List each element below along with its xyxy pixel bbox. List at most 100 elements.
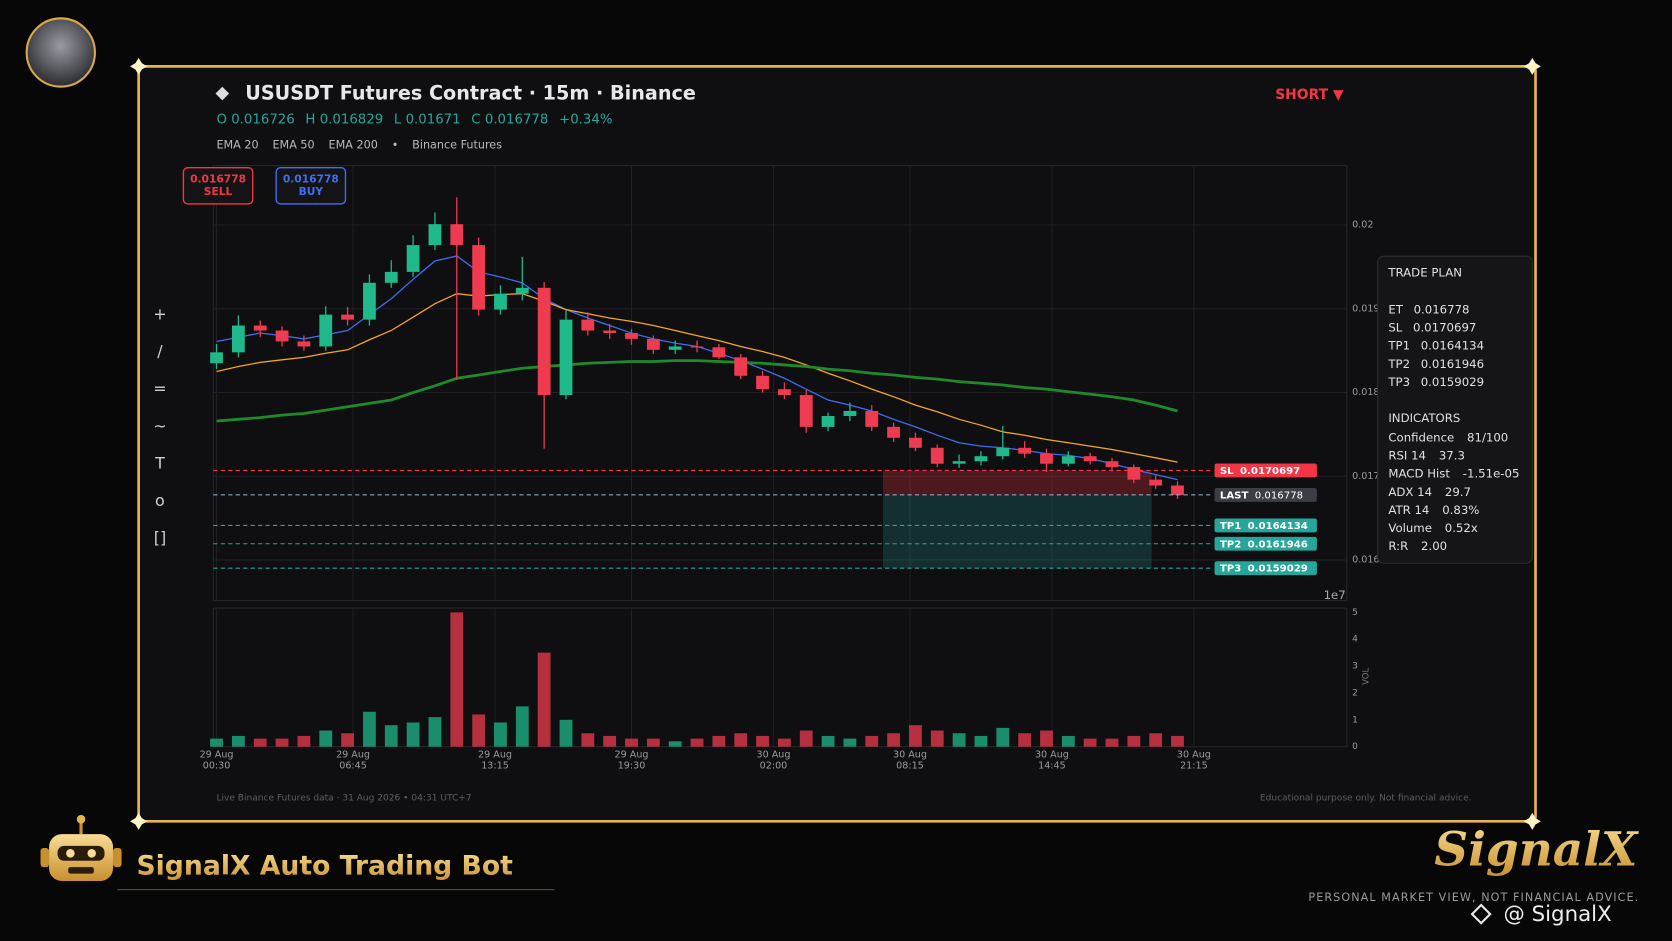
plan-label: TP2 <box>1387 356 1410 370</box>
legend: EMA 20 EMA 50 EMA 200 • Binance Futures <box>216 138 502 151</box>
indicator-row: Volume 0.52x <box>1388 521 1477 535</box>
plan-label: TP1 <box>1387 338 1410 352</box>
bot-name: SignalX Auto Trading Bot <box>136 851 513 882</box>
volume-bar <box>363 711 376 747</box>
candle-body <box>406 245 420 272</box>
tool-button[interactable]: = <box>153 379 166 398</box>
x-tick-date: 29 Aug <box>200 750 234 761</box>
candle-body <box>952 461 966 464</box>
candle-body <box>515 287 529 294</box>
volume-bar <box>756 735 769 747</box>
candle-body <box>865 410 879 427</box>
x-tick-time: 19:30 <box>618 760 646 771</box>
y-tick-label: 0.018 <box>1352 387 1379 398</box>
tool-button[interactable]: [] <box>154 528 166 547</box>
volume-bar <box>581 733 595 747</box>
order-button-label[interactable]: BUY <box>299 185 324 198</box>
volume-bar <box>253 738 267 747</box>
candle-body <box>996 447 1010 457</box>
candle-body <box>472 245 486 310</box>
candle-body <box>450 224 464 246</box>
tool-button[interactable]: + <box>153 304 166 323</box>
volume-tick-label: 3 <box>1352 662 1358 672</box>
candle-body <box>1105 461 1119 468</box>
volume-bar <box>319 730 333 747</box>
footer-left: Live Binance Futures data · 31 Aug 2026 … <box>216 793 471 803</box>
candle-body <box>887 426 900 438</box>
volume-bar <box>734 733 748 747</box>
indicator-label: R:R <box>1388 539 1408 553</box>
volume-bar <box>887 733 900 747</box>
candle-body <box>1018 447 1032 454</box>
ohlc-label: O <box>216 113 226 128</box>
volume-bar <box>231 735 245 747</box>
candle-body <box>1083 456 1097 462</box>
x-tick-date: 30 Aug <box>756 750 790 761</box>
candle-body <box>253 325 267 331</box>
order-button-box[interactable] <box>182 166 254 205</box>
volume-bar <box>275 738 289 747</box>
indicator-value: 0.83% <box>1442 502 1479 516</box>
y-tick-label: 0.019 <box>1352 303 1379 314</box>
price-pane <box>212 164 1348 602</box>
volume-bar <box>712 735 726 747</box>
volume-bar <box>603 735 617 747</box>
level-name: SL <box>1220 466 1234 477</box>
indicator-label: Confidence <box>1388 430 1454 444</box>
candle-body <box>1040 453 1053 464</box>
x-tick-time: 21:15 <box>1180 760 1208 771</box>
ema-line <box>216 293 1178 463</box>
candle-body <box>231 325 245 353</box>
volume-bar <box>341 733 354 747</box>
plan-label: ET <box>1388 302 1403 316</box>
trade-plan-title: TRADE PLAN <box>1387 266 1462 280</box>
indicator-value: 2.00 <box>1421 539 1447 553</box>
tool-button[interactable]: / <box>157 342 163 361</box>
x-tick-time: 14:45 <box>1038 760 1066 771</box>
volume-bar <box>1149 733 1163 747</box>
level-label: LAST 0.016778 <box>1220 490 1303 501</box>
order-button-price[interactable]: 0.016778 <box>283 172 339 185</box>
order-button-label[interactable]: SELL <box>204 185 233 198</box>
plan-row: ET 0.016778 <box>1388 302 1469 316</box>
frame <box>137 65 1537 823</box>
volume-bar <box>1018 733 1032 747</box>
ohlc-value: 0.016778 <box>485 113 549 128</box>
y-tick-label: 0.016 <box>1352 555 1379 566</box>
order-button-price[interactable]: 0.016778 <box>190 172 246 185</box>
volume-bar <box>1083 738 1097 747</box>
bot-icon <box>40 814 122 882</box>
trade-plan-panel <box>1377 255 1533 564</box>
volume-bar <box>210 738 223 747</box>
candle-body <box>821 415 835 427</box>
level-label-box <box>1214 518 1317 533</box>
x-tick-date: 29 Aug <box>336 750 370 761</box>
chart-title: USUSDT Futures Contract · 15m · Binance <box>245 82 696 105</box>
indicator-label: ADX 14 <box>1388 484 1432 498</box>
plan-row: TP1 0.0164134 <box>1387 338 1484 352</box>
volume-bar <box>1171 735 1184 747</box>
x-tick-date: 29 Aug <box>615 750 649 761</box>
tool-button[interactable]: T <box>154 454 165 473</box>
corner-sparkles <box>130 57 1541 830</box>
indicator-row: MACD Hist -1.51e-05 <box>1388 466 1519 480</box>
footer-right: Educational purpose only. Not financial … <box>1260 793 1472 803</box>
indicator-label: RSI 14 <box>1388 448 1426 462</box>
volume-axis-label: VOL <box>1361 667 1371 684</box>
indicator-value: 81/100 <box>1467 430 1508 444</box>
legend-entry: EMA 50 <box>272 138 314 151</box>
level-label-box <box>1214 561 1317 576</box>
tool-button[interactable]: ~ <box>153 416 166 435</box>
order-button-box[interactable] <box>275 166 347 205</box>
volume-bar <box>668 741 682 747</box>
volume-bar <box>625 738 638 747</box>
level-label-box <box>1214 536 1317 551</box>
legend-entry: EMA 20 <box>216 138 258 151</box>
volume-bar <box>646 738 660 747</box>
tool-button[interactable]: o <box>155 491 165 510</box>
